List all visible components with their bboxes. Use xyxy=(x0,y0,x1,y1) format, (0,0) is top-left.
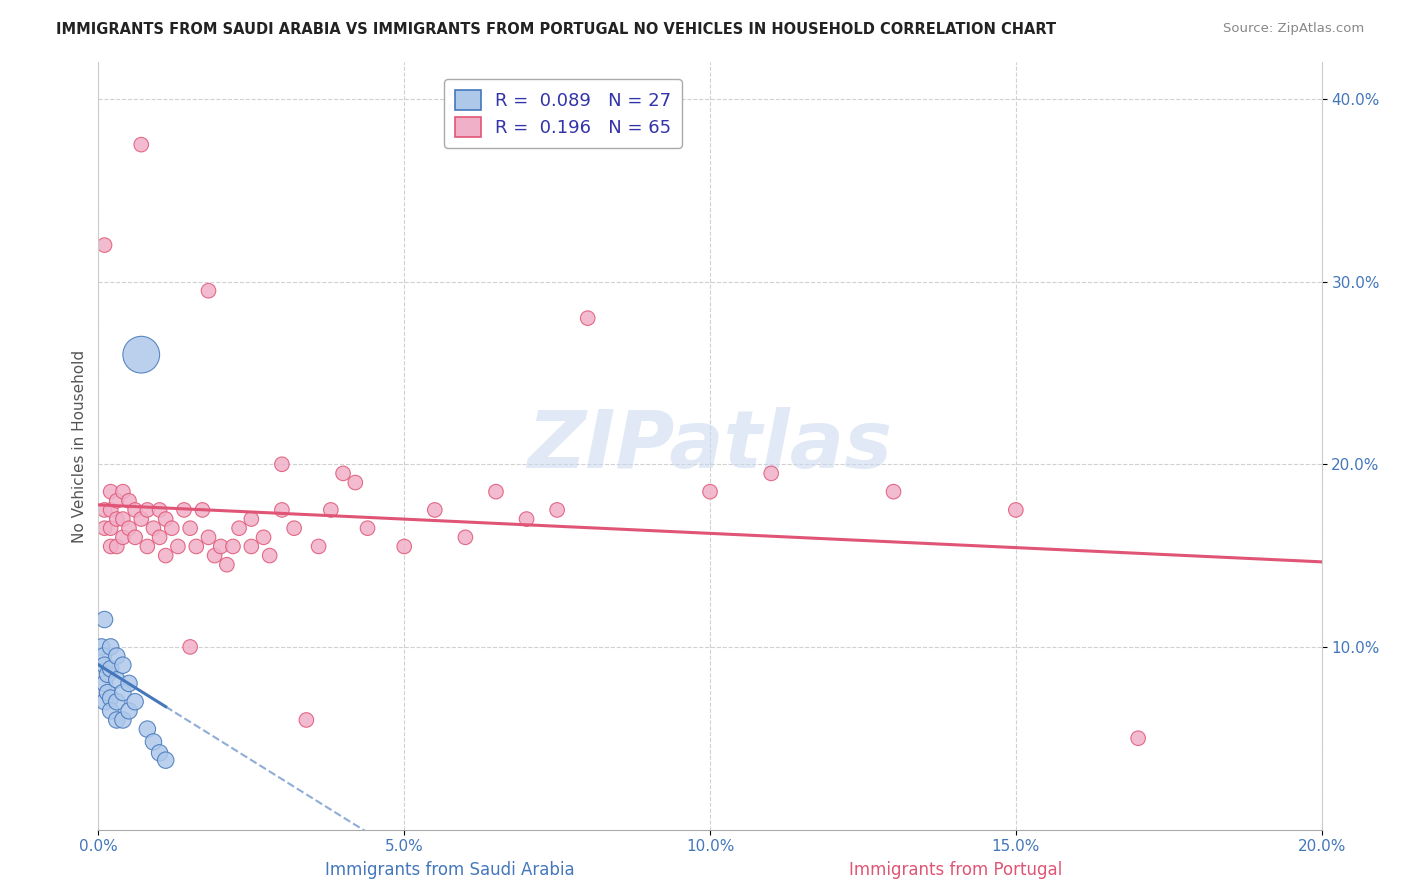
Point xyxy=(240,512,263,526)
Point xyxy=(93,695,115,709)
Point xyxy=(167,540,190,554)
Point xyxy=(105,673,128,687)
Point xyxy=(136,503,159,517)
Point xyxy=(186,540,208,554)
Point xyxy=(100,521,122,535)
Point xyxy=(111,512,134,526)
Point xyxy=(222,540,245,554)
Point xyxy=(100,540,122,554)
Point xyxy=(485,484,508,499)
Point xyxy=(240,540,263,554)
Point xyxy=(118,493,141,508)
Point xyxy=(319,503,342,517)
Point xyxy=(197,284,219,298)
Point xyxy=(149,746,172,760)
Text: IMMIGRANTS FROM SAUDI ARABIA VS IMMIGRANTS FROM PORTUGAL NO VEHICLES IN HOUSEHOL: IMMIGRANTS FROM SAUDI ARABIA VS IMMIGRAN… xyxy=(56,22,1056,37)
Point xyxy=(93,613,115,627)
Point xyxy=(124,695,146,709)
Point xyxy=(129,137,152,152)
Point xyxy=(142,735,165,749)
Point xyxy=(111,658,134,673)
Legend: R =  0.089   N = 27, R =  0.196   N = 65: R = 0.089 N = 27, R = 0.196 N = 65 xyxy=(444,79,682,148)
Point xyxy=(100,662,122,676)
Text: Immigrants from Saudi Arabia: Immigrants from Saudi Arabia xyxy=(325,861,575,879)
Point xyxy=(100,640,122,654)
Point xyxy=(93,503,115,517)
Point xyxy=(100,704,122,718)
Point xyxy=(155,512,177,526)
Point xyxy=(93,521,115,535)
Point xyxy=(516,512,538,526)
Point xyxy=(546,503,568,517)
Point xyxy=(118,521,141,535)
Point xyxy=(105,493,128,508)
Point xyxy=(118,704,141,718)
Point xyxy=(155,549,177,563)
Point xyxy=(100,503,122,517)
Point xyxy=(105,512,128,526)
Point xyxy=(699,484,721,499)
Point xyxy=(111,484,134,499)
Point xyxy=(136,540,159,554)
Point xyxy=(149,530,172,544)
Point xyxy=(91,648,114,663)
Point xyxy=(142,521,165,535)
Point xyxy=(129,512,152,526)
Point xyxy=(149,503,172,517)
Point xyxy=(423,503,446,517)
Point xyxy=(283,521,305,535)
Point xyxy=(454,530,477,544)
Point xyxy=(160,521,183,535)
Point xyxy=(93,676,115,690)
Point xyxy=(759,467,782,481)
Point xyxy=(295,713,318,727)
Point xyxy=(93,658,115,673)
Point xyxy=(179,521,201,535)
Point xyxy=(105,713,128,727)
Point xyxy=(259,549,281,563)
Point xyxy=(111,685,134,699)
Point xyxy=(204,549,226,563)
Point xyxy=(1128,731,1150,746)
Point xyxy=(100,691,122,706)
Point xyxy=(155,753,177,767)
Point xyxy=(270,457,292,471)
Point xyxy=(97,667,120,681)
Point xyxy=(179,640,201,654)
Point xyxy=(124,530,146,544)
Point xyxy=(228,521,250,535)
Point xyxy=(209,540,232,554)
Point xyxy=(308,540,330,554)
Y-axis label: No Vehicles in Household: No Vehicles in Household xyxy=(72,350,87,542)
Text: Immigrants from Portugal: Immigrants from Portugal xyxy=(849,861,1063,879)
Text: Source: ZipAtlas.com: Source: ZipAtlas.com xyxy=(1223,22,1364,36)
Point xyxy=(191,503,214,517)
Text: ZIPatlas: ZIPatlas xyxy=(527,407,893,485)
Point xyxy=(90,640,112,654)
Point xyxy=(97,685,120,699)
Point xyxy=(100,484,122,499)
Point xyxy=(883,484,905,499)
Point xyxy=(105,695,128,709)
Point xyxy=(270,503,292,517)
Point xyxy=(197,530,219,544)
Point xyxy=(215,558,238,572)
Point xyxy=(356,521,378,535)
Point xyxy=(124,503,146,517)
Point xyxy=(332,467,354,481)
Point xyxy=(111,530,134,544)
Point xyxy=(392,540,416,554)
Point xyxy=(344,475,367,490)
Point xyxy=(129,348,152,362)
Point xyxy=(173,503,195,517)
Point xyxy=(111,713,134,727)
Point xyxy=(1004,503,1026,517)
Point xyxy=(576,311,599,326)
Point xyxy=(105,648,128,663)
Point xyxy=(118,676,141,690)
Point xyxy=(93,238,115,252)
Point xyxy=(136,722,159,736)
Point xyxy=(105,540,128,554)
Point xyxy=(252,530,274,544)
